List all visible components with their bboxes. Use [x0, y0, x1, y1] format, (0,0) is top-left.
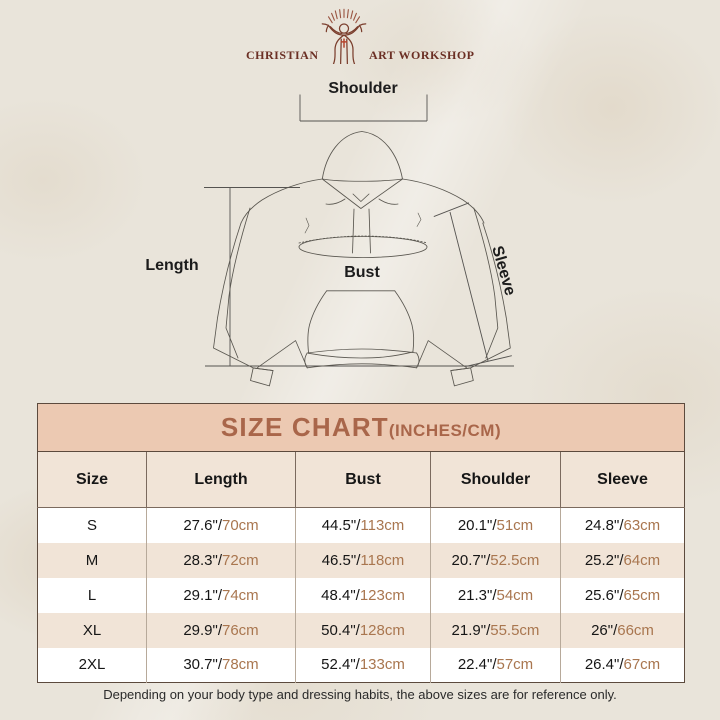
- svg-text:Bust: Bust: [344, 264, 380, 281]
- svg-text:Shoulder: Shoulder: [328, 80, 397, 97]
- svg-text:Sleeve: Sleeve: [488, 244, 518, 298]
- svg-text:Length: Length: [145, 257, 198, 274]
